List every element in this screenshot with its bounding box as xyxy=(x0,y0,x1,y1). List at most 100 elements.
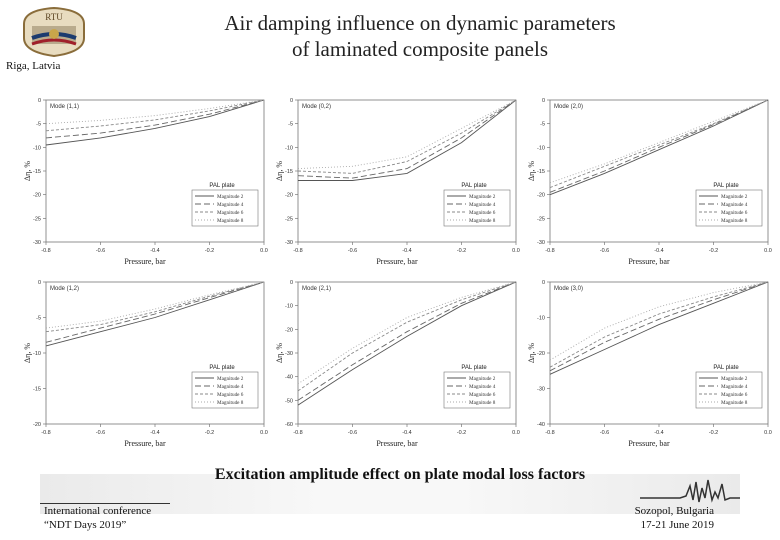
mode-label: Mode (0,2) xyxy=(302,104,331,110)
x-axis-label: Pressure, bar xyxy=(124,439,166,448)
series-line xyxy=(297,281,517,406)
title-line-2: of laminated composite panels xyxy=(291,37,548,61)
legend-entry: Magnitude 8 xyxy=(217,400,244,406)
series-line xyxy=(45,281,265,333)
x-tick-label: -0.8 xyxy=(41,430,50,436)
mode-label: Mode (2,1) xyxy=(302,286,331,292)
y-tick-label: -5 xyxy=(36,316,41,322)
chart-panel: 0 -5 -10 -15 -20 -25 -30 -0.8 -0.6 -0.4 -0.2 0.0 Pre… xyxy=(20,92,270,270)
y-tick-label: -20 xyxy=(33,193,41,199)
page-title: Air damping influence on dynamic paramet… xyxy=(150,10,690,62)
x-tick-label: -0.6 xyxy=(96,430,105,436)
legend-entry: Magnitude 2 xyxy=(217,194,244,200)
y-tick-label: 0 xyxy=(542,98,545,104)
x-tick-label: -0.4 xyxy=(150,248,159,254)
y-tick-label: -10 xyxy=(285,304,293,310)
legend-title: PAL plate xyxy=(461,365,487,371)
footer-band xyxy=(40,474,740,514)
legend-entry: Magnitude 8 xyxy=(469,400,496,406)
chart-panel: 0 -5 -10 -15 -20 -0.8 -0.6 -0.4 -0.2 0.0 Pressure,… xyxy=(20,274,270,452)
legend-entry: Magnitude 6 xyxy=(721,392,748,398)
legend-entry: Magnitude 2 xyxy=(217,376,244,382)
legend-entry: Magnitude 6 xyxy=(469,392,496,398)
y-tick-label: 0 xyxy=(290,280,293,286)
rtu-logo: RTU xyxy=(23,6,85,58)
series-line xyxy=(549,281,769,372)
y-axis-label: Δη, % xyxy=(23,343,32,363)
y-tick-label: -15 xyxy=(537,169,545,175)
legend-box xyxy=(191,189,259,227)
x-tick-label: 0.0 xyxy=(512,248,520,254)
y-axis-label: Δη, % xyxy=(527,343,536,363)
legend-entry: Magnitude 2 xyxy=(469,376,496,382)
x-tick-label: -0.4 xyxy=(654,248,663,254)
x-tick-label: -0.6 xyxy=(96,248,105,254)
legend-entry: Magnitude 2 xyxy=(721,376,748,382)
chart-panel: 0 -5 -10 -15 -20 -25 -30 -0.8 -0.6 -0.4 -0.2 0.0 Pre… xyxy=(272,92,522,270)
y-tick-label: -30 xyxy=(285,351,293,357)
legend-title: PAL plate xyxy=(713,183,739,189)
x-tick-label: -0.4 xyxy=(402,248,411,254)
x-tick-label: 0.0 xyxy=(764,430,772,436)
chart-svg: 0 -5 -10 -15 -20 -25 -30-0.8 -0.6 -0.4 -0.2 0.0 Pre… xyxy=(275,98,520,266)
y-axis-label: Δη, % xyxy=(23,161,32,181)
x-tick-label: -0.6 xyxy=(348,248,357,254)
y-axis-label: Δη, % xyxy=(275,343,284,363)
legend-entry: Magnitude 6 xyxy=(217,210,244,216)
mode-label: Mode (3,0) xyxy=(554,286,583,292)
y-tick-label: 0 xyxy=(38,280,41,286)
x-axis-label: Pressure, bar xyxy=(628,439,670,448)
venue-dates: 17-21 June 2019 xyxy=(640,519,714,531)
y-tick-label: -15 xyxy=(285,169,293,175)
series-line xyxy=(297,99,517,179)
y-tick-label: -20 xyxy=(285,327,293,333)
y-axis-label: Δη, % xyxy=(527,161,536,181)
x-tick-label: -0.8 xyxy=(293,430,302,436)
x-tick-label: -0.4 xyxy=(654,430,663,436)
y-tick-label: -10 xyxy=(33,351,41,357)
chart-svg: 0 -5 -10 -15 -20 -25 -30-0.8 -0.6 -0.4 -0.2 0.0 Pre… xyxy=(527,98,772,266)
x-tick-label: 0.0 xyxy=(260,430,268,436)
y-tick-label: -60 xyxy=(285,422,293,428)
legend-entry: Magnitude 8 xyxy=(469,218,496,224)
x-axis-label: Pressure, bar xyxy=(628,257,670,266)
conference-title: “NDT Days 2019” xyxy=(44,519,127,531)
series-line xyxy=(297,281,517,401)
venue-location: Sozopol, Bulgaria xyxy=(634,505,714,517)
series-line xyxy=(549,99,769,193)
legend-entry: Magnitude 4 xyxy=(469,384,496,390)
legend-entry: Magnitude 4 xyxy=(217,202,244,208)
y-tick-label: -20 xyxy=(537,193,545,199)
legend-title: PAL plate xyxy=(461,183,487,189)
series-line xyxy=(45,99,265,139)
mode-label: Mode (1,2) xyxy=(50,286,79,292)
x-tick-label: -0.8 xyxy=(41,248,50,254)
chart-svg: 0 -10 -20 -30 -40 -50 -60-0.8 -0.6 -0.4 -0.2 0.0 Pr… xyxy=(275,280,520,448)
y-tick-label: -50 xyxy=(285,398,293,404)
legend-entry: Magnitude 8 xyxy=(217,218,244,224)
x-tick-label: -0.8 xyxy=(545,248,554,254)
legend-title: PAL plate xyxy=(713,365,739,371)
y-tick-label: -20 xyxy=(537,351,545,357)
x-tick-label: 0.0 xyxy=(764,248,772,254)
title-line-1: Air damping influence on dynamic paramet… xyxy=(224,11,616,35)
x-tick-label: -0.8 xyxy=(293,248,302,254)
y-tick-label: -25 xyxy=(285,216,293,222)
series-line xyxy=(298,99,517,181)
series-line xyxy=(45,99,265,132)
x-tick-label: -0.4 xyxy=(150,430,159,436)
series-line xyxy=(297,281,517,385)
legend-entry: Magnitude 8 xyxy=(721,218,748,224)
footer-divider xyxy=(40,503,170,504)
mode-label: Mode (1,1) xyxy=(50,104,79,110)
y-tick-label: -10 xyxy=(33,145,41,151)
venue-info: Sozopol, Bulgaria 17-21 June 2019 xyxy=(635,504,714,532)
chart-panel: 0 -5 -10 -15 -20 -25 -30 -0.8 -0.6 -0.4 -0.2 0.0 Pre… xyxy=(524,92,774,270)
y-tick-label: -30 xyxy=(537,240,545,246)
y-tick-label: -30 xyxy=(537,387,545,393)
y-axis-label: Δη, % xyxy=(275,161,284,181)
y-tick-label: 0 xyxy=(38,98,41,104)
chart-panel: 0 -10 -20 -30 -40 -50 -60 -0.8 -0.6 -0.4 -0.2 0.0 Pr… xyxy=(272,274,522,452)
x-axis-label: Pressure, bar xyxy=(376,439,418,448)
series-line xyxy=(297,99,517,170)
